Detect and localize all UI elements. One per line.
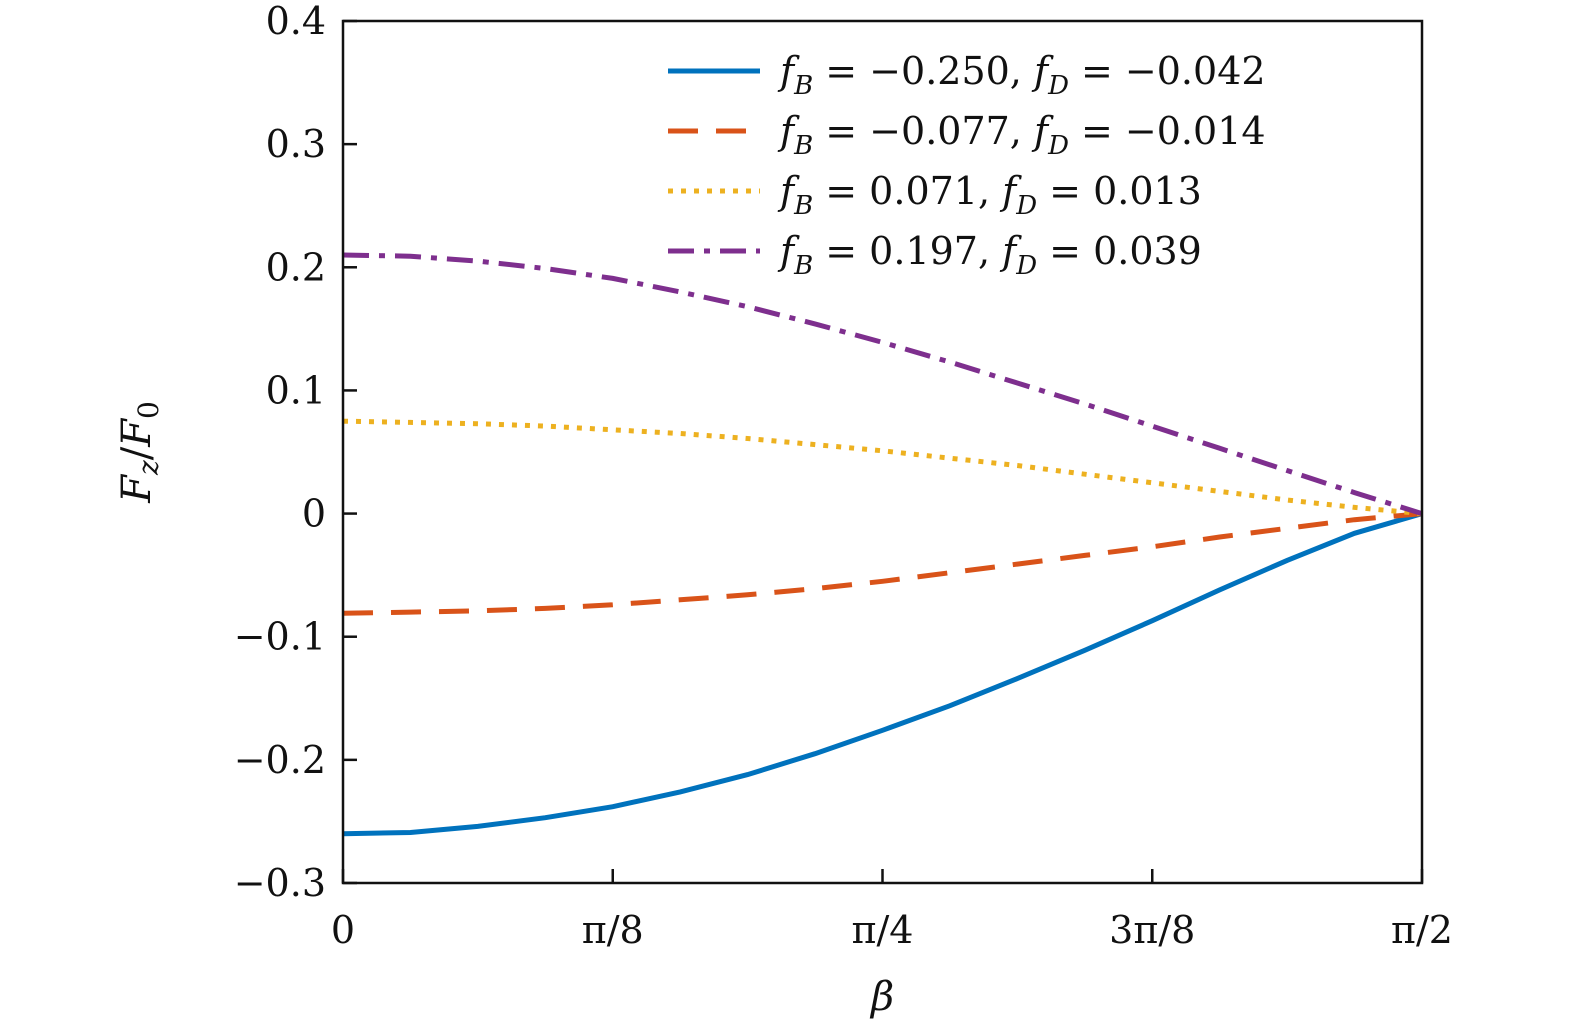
y-tick-label: −0.2: [234, 738, 326, 782]
x-tick-label: 3π/8: [1109, 908, 1195, 952]
series-line-3: [342, 418, 1423, 517]
y-axis-title-sub: z: [132, 460, 165, 476]
x-axis-title: β: [869, 974, 894, 1020]
y-tick-label: 0: [302, 492, 326, 536]
legend: fB = −0.250, fD = −0.042 fB = −0.077, fD …: [668, 49, 1266, 281]
y-tick-label: −0.3: [234, 861, 326, 905]
y-axis-title: Fz/F0: [114, 401, 165, 504]
y-tick-label: 0.3: [266, 122, 326, 166]
legend-label-part: B: [793, 191, 813, 221]
legend-entry: fB = −0.250, fD = −0.042: [668, 49, 1266, 101]
legend-label-part: B: [793, 71, 813, 101]
legend-label-part: D: [1047, 131, 1069, 161]
legend-label-part: D: [1015, 191, 1037, 221]
x-tick-label: π/8: [582, 908, 644, 952]
y-tick-label: −0.1: [234, 615, 326, 659]
legend-label: fB = −0.077, fD = −0.014: [777, 109, 1266, 161]
legend-label-part: B: [793, 131, 813, 161]
legend-label-part: = −0.042: [1069, 49, 1266, 93]
legend-label-part: = 0.013: [1037, 169, 1202, 213]
legend-label-part: = −0.250,: [813, 49, 1034, 93]
legend-label-part: = 0.071,: [813, 169, 1002, 213]
series-line-2: [342, 511, 1423, 616]
legend-label-part: = −0.014: [1069, 109, 1266, 153]
legend-label-part: D: [1015, 251, 1037, 281]
series-layer: [342, 252, 1423, 837]
y-axis-title-main: F: [114, 474, 160, 504]
legend-entry: fB = 0.197, fD = 0.039: [668, 229, 1202, 281]
x-tick-label: 0: [331, 908, 355, 952]
y-tick-label: 0.4: [266, 0, 326, 43]
y-axis-title-main2: F: [114, 418, 160, 448]
legend-label-part: = 0.197,: [813, 229, 1002, 273]
legend-label-part: B: [793, 251, 813, 281]
legend-label: fB = 0.197, fD = 0.039: [777, 229, 1202, 281]
x-tick-label: π/2: [1391, 908, 1453, 952]
legend-label-part: = −0.077,: [813, 109, 1034, 153]
legend-entry: fB = −0.077, fD = −0.014: [668, 109, 1266, 161]
y-tick-label: 0.1: [266, 368, 326, 412]
y-axis-title-sub2: 0: [132, 401, 165, 419]
series-line-4: [342, 252, 1423, 516]
legend-label-part: = 0.039: [1037, 229, 1202, 273]
legend-label: fB = −0.250, fD = −0.042: [777, 49, 1266, 101]
y-tick-label: 0.2: [266, 245, 326, 289]
legend-entry: fB = 0.071, fD = 0.013: [668, 169, 1202, 221]
x-tick-label: π/4: [852, 908, 914, 952]
y-axis-title-slash: /: [114, 446, 160, 460]
tick-layer: 0 π/8 π/4 3π/8 π/2 0.4 0.3 0.2 0.1 0 −0.1 −0.2 −0.3: [234, 0, 1453, 952]
legend-label: fB = 0.071, fD = 0.013: [777, 169, 1202, 221]
legend-label-part: D: [1047, 71, 1069, 101]
series-line-1: [342, 511, 1423, 837]
